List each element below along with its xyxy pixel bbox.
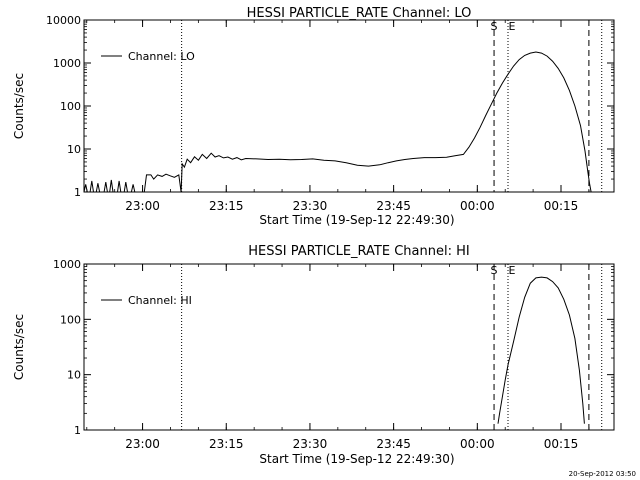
footer-timestamp: 20-Sep-2012 03:50 bbox=[569, 470, 636, 478]
x-tick-label: 00:15 bbox=[544, 199, 579, 213]
x-tick-label: 23:15 bbox=[209, 199, 244, 213]
y-axis-label: Counts/sec bbox=[12, 73, 26, 139]
plot-frame bbox=[83, 19, 615, 193]
lo-channel-panel: HESSI PARTICLE_RATE Channel: LO 1 10 100 100… bbox=[12, 6, 615, 227]
y-axis-label: Counts/sec bbox=[12, 314, 26, 380]
series-line bbox=[83, 51, 592, 193]
y-tick-label: 10000 bbox=[46, 14, 81, 27]
series-line bbox=[497, 276, 585, 424]
x-tick-label: 23:30 bbox=[293, 437, 328, 451]
x-tick-label: 00:00 bbox=[460, 437, 495, 451]
plot-frame bbox=[83, 263, 615, 431]
x-tick-label: 23:15 bbox=[209, 437, 244, 451]
x-tick-label: 23:45 bbox=[376, 437, 411, 451]
y-tick-label: 10 bbox=[67, 369, 81, 382]
y-tick-label: 1000 bbox=[53, 57, 81, 70]
x-tick-label: 23:00 bbox=[125, 199, 160, 213]
y-tick-label: 10 bbox=[67, 143, 81, 156]
y-tick-label: 1 bbox=[74, 186, 81, 199]
marker-label-e: E bbox=[509, 264, 516, 277]
y-tick-label: 1 bbox=[74, 424, 81, 437]
x-axis-label: Start Time (19-Sep-12 22:49:30) bbox=[259, 213, 454, 227]
y-tick-label: 1000 bbox=[53, 258, 81, 271]
legend-label: Channel: LO bbox=[128, 50, 195, 63]
x-tick-label: 23:30 bbox=[293, 199, 328, 213]
marker-label-e: E bbox=[509, 20, 516, 33]
chart-title: HESSI PARTICLE_RATE Channel: HI bbox=[248, 244, 469, 259]
y-tick-label: 100 bbox=[60, 313, 81, 326]
marker-label-s: S bbox=[491, 264, 498, 277]
hi-channel-panel: HESSI PARTICLE_RATE Channel: HI 1 10 100 100… bbox=[12, 244, 615, 466]
x-tick-label: 00:00 bbox=[460, 199, 495, 213]
chart-title: HESSI PARTICLE_RATE Channel: LO bbox=[247, 6, 472, 21]
y-tick-label: 100 bbox=[60, 100, 81, 113]
x-tick-label: 00:15 bbox=[544, 437, 579, 451]
legend-label: Channel: HI bbox=[128, 294, 192, 307]
x-tick-label: 23:45 bbox=[376, 199, 411, 213]
x-tick-label: 23:00 bbox=[125, 437, 160, 451]
marker-label-s: S bbox=[491, 20, 498, 33]
x-axis-label: Start Time (19-Sep-12 22:49:30) bbox=[259, 452, 454, 466]
